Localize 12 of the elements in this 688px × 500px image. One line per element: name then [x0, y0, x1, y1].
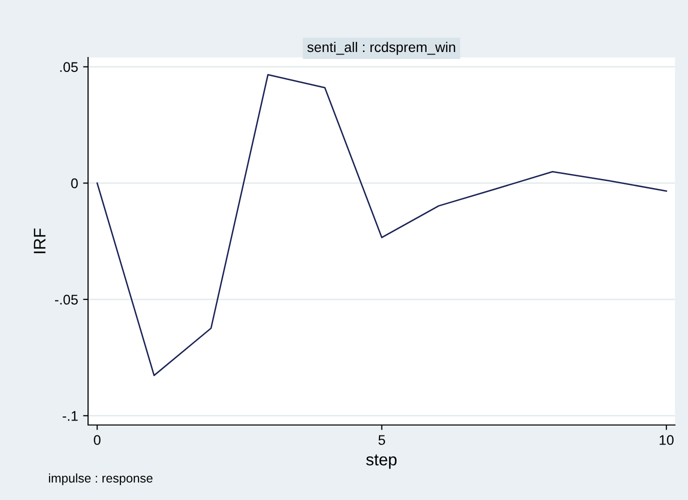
chart-title: senti_all : rcdsprem_win — [307, 42, 456, 55]
line-series — [96, 74, 668, 376]
y-axis-title: IRF — [34, 228, 46, 254]
x-tick-label: 5 — [378, 435, 386, 445]
y-tick-label: 0 — [71, 178, 78, 188]
y-tick-label: -.1 — [62, 411, 78, 421]
y-tick-label: -.05 — [55, 294, 78, 305]
x-tick-label: 10 — [660, 435, 674, 445]
x-axis-title: step — [366, 454, 397, 469]
y-tick-label: .05 — [60, 62, 78, 72]
text: impulse : response — [48, 473, 153, 486]
x-tick-label: 0 — [94, 435, 100, 445]
